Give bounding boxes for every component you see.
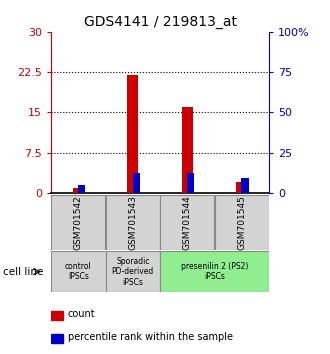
Text: count: count (68, 309, 95, 319)
Text: percentile rank within the sample: percentile rank within the sample (68, 332, 233, 342)
Text: GSM701544: GSM701544 (183, 195, 192, 250)
Text: presenilin 2 (PS2)
iPSCs: presenilin 2 (PS2) iPSCs (181, 262, 248, 281)
Bar (73, 188, 84, 193)
Text: GSM701545: GSM701545 (237, 195, 246, 250)
Bar (187, 173, 194, 193)
Bar (51, 334, 62, 343)
Bar (106, 195, 160, 250)
Bar (51, 195, 106, 250)
Bar (182, 107, 193, 193)
Bar (51, 251, 106, 292)
Text: Sporadic
PD-derived
iPSCs: Sporadic PD-derived iPSCs (112, 257, 154, 287)
Text: control
IPSCs: control IPSCs (65, 262, 92, 281)
Bar (242, 178, 248, 193)
Bar (214, 195, 269, 250)
Bar (236, 182, 247, 193)
Bar (127, 75, 138, 193)
Bar (160, 251, 269, 292)
Bar (78, 185, 85, 193)
Bar (160, 195, 214, 250)
Text: GSM701543: GSM701543 (128, 195, 137, 250)
Bar (51, 311, 62, 320)
Bar (106, 251, 160, 292)
Text: cell line: cell line (3, 267, 44, 277)
Text: GSM701542: GSM701542 (74, 195, 83, 250)
Title: GDS4141 / 219813_at: GDS4141 / 219813_at (83, 16, 237, 29)
Bar (133, 173, 140, 193)
